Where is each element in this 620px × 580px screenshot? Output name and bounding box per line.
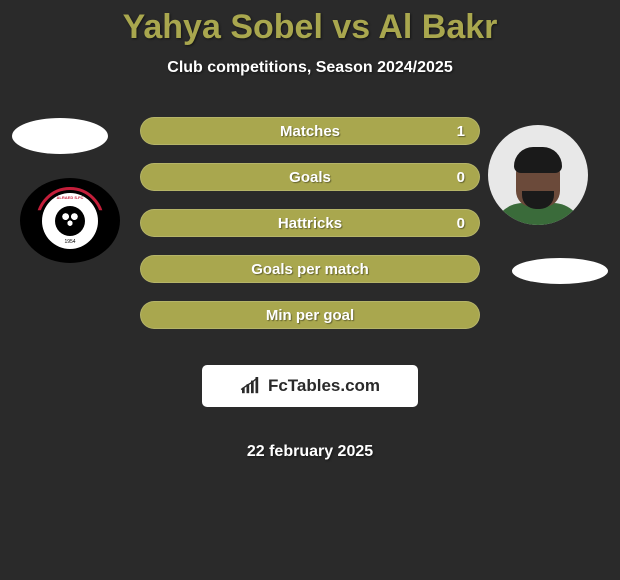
player-left-placeholder — [12, 118, 108, 154]
club-badge-right-placeholder — [512, 258, 608, 284]
avatar-head — [516, 153, 560, 207]
club-badge-left-inner: ALRAED S.FC 1954 — [42, 193, 98, 249]
club-badge-left: ALRAED S.FC 1954 — [20, 178, 120, 263]
footer-date: 22 february 2025 — [247, 443, 373, 461]
stat-row-goals-per-match: Goals per match — [140, 255, 480, 283]
page-title: Yahya Sobel vs Al Bakr — [0, 8, 620, 47]
branding-box: FcTables.com — [202, 365, 418, 407]
stat-value-right: 1 — [457, 123, 465, 140]
stat-label: Hattricks — [278, 215, 342, 232]
stat-label: Matches — [280, 123, 340, 140]
bar-chart-icon — [240, 377, 262, 395]
stat-row-goals: Goals 0 — [140, 163, 480, 191]
stat-label: Goals per match — [251, 261, 369, 278]
stat-label: Min per goal — [266, 307, 354, 324]
club-year-text: 1954 — [64, 239, 75, 245]
stat-value-right: 0 — [457, 215, 465, 232]
branding-text: FcTables.com — [268, 376, 380, 396]
stat-row-min-per-goal: Min per goal — [140, 301, 480, 329]
stat-row-matches: Matches 1 — [140, 117, 480, 145]
stat-label: Goals — [289, 169, 331, 186]
avatar-hair — [514, 147, 562, 173]
club-name-text: ALRAED S.FC — [57, 195, 84, 200]
main-container: Yahya Sobel vs Al Bakr Club competitions… — [0, 0, 620, 461]
stat-value-right: 0 — [457, 169, 465, 186]
stat-row-hattricks: Hattricks 0 — [140, 209, 480, 237]
subtitle: Club competitions, Season 2024/2025 — [0, 59, 620, 77]
player-right-avatar — [488, 125, 588, 225]
soccer-ball-icon — [55, 206, 85, 236]
